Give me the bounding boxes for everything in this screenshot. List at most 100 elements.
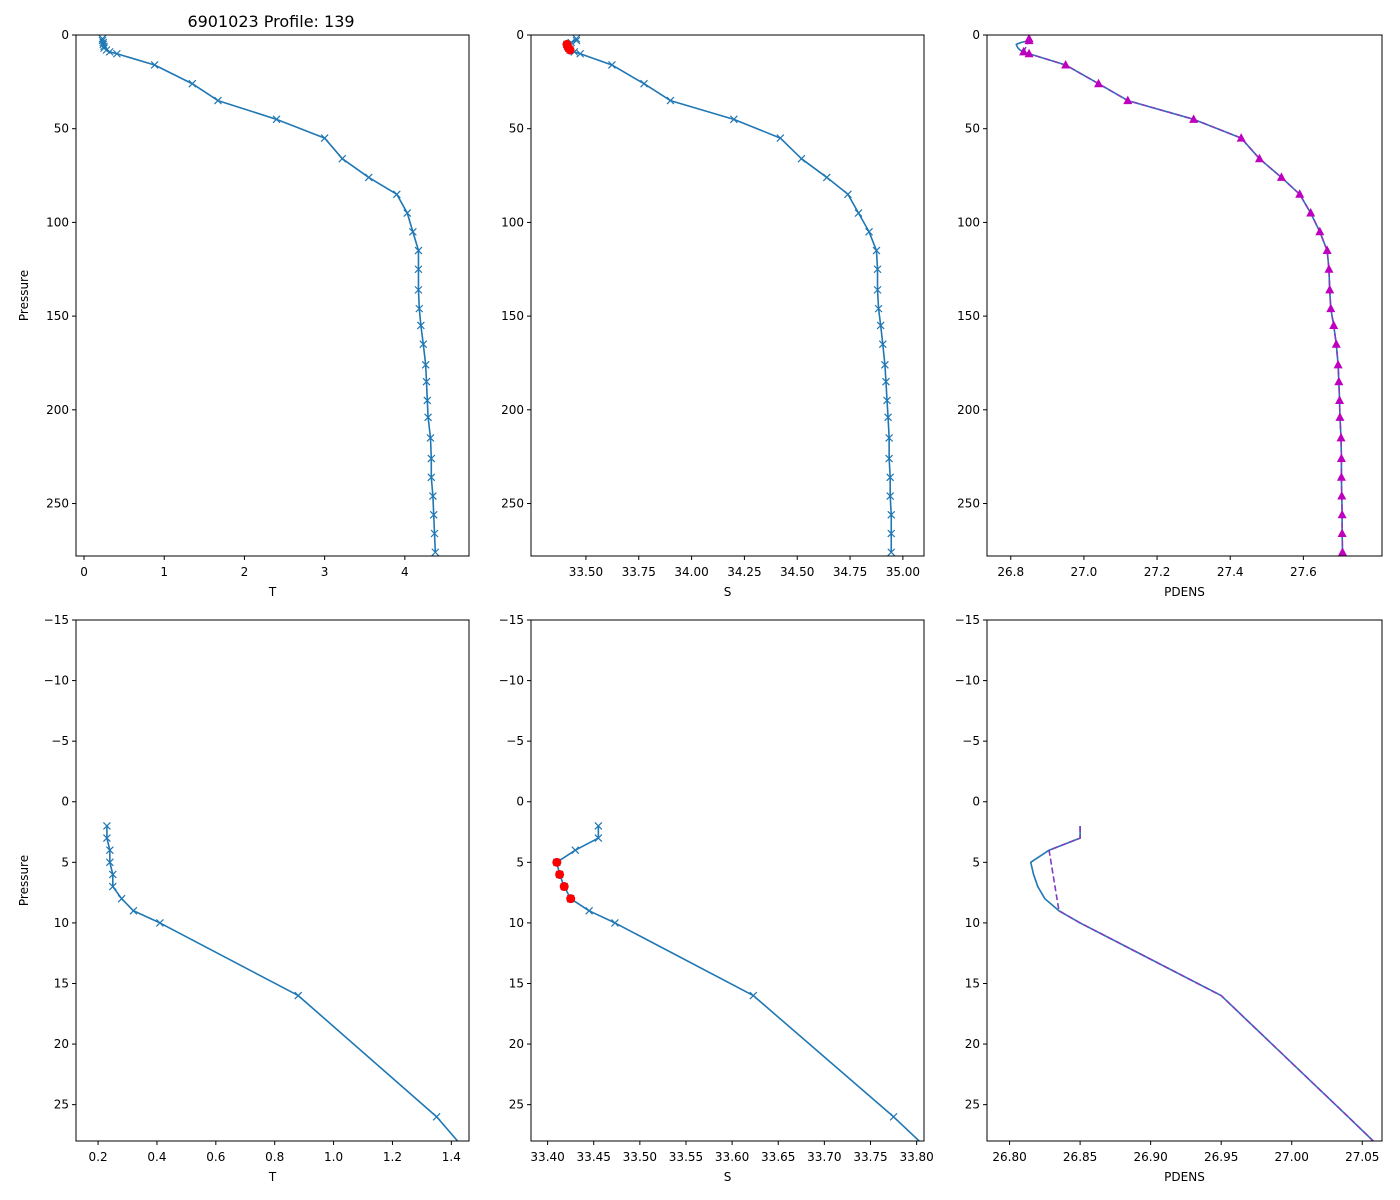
bottom-salinity-series-line [556,825,921,1141]
bottom-salinity-xtick-label: 33.60 [715,1150,749,1164]
top-density-triangle-point [1094,78,1104,88]
top-temperature-data-point [364,173,373,182]
top-density-triangle-point [1061,59,1071,69]
top-salinity-data-point [844,190,852,199]
top-salinity-data-point [887,548,896,556]
bottom-salinity-ytick-label: −15 [499,613,524,627]
top-temperature-data-point [419,340,428,349]
top-salinity-xtick-label: 33.75 [622,565,656,579]
top-density-triangle-point [1331,339,1341,348]
bottom-temperature-axes-frame [75,619,470,1142]
bottom-salinity-data-point [594,822,603,830]
top-salinity-data-point [887,510,896,519]
top-temperature-data-point [105,47,114,56]
top-density-triangle-point [1189,114,1199,123]
top-temperature-data-point [272,115,281,124]
top-temperature-data-point [338,154,347,163]
top-salinity-data-point [865,227,873,236]
top-salinity-series-line [566,38,893,553]
top-salinity-panel: 33.50 33.75 34.00 34.25 34.50 34.75 35.00 0 50 10… [501,28,925,599]
bottom-salinity-ytick-label: 20 [509,1037,524,1051]
top-salinity-data-point [572,36,581,45]
top-temperature-ytick-label: 0 [61,28,69,42]
bottom-salinity-flagged-point [559,882,569,892]
bottom-temperature-data-point [117,894,126,903]
top-density-ytick-label: 100 [957,215,980,229]
bottom-salinity-data-point [749,991,758,1000]
top-density-triangle-point [1236,133,1246,142]
top-temperature-xtick-label: 4 [401,565,409,579]
bottom-temperature-data-point [105,858,114,867]
top-density-triangle-point [1019,46,1029,56]
top-temperature-ytick-label: 200 [46,403,69,417]
figure-title: 6901023 Profile: 139 [187,12,354,31]
bottom-salinity-data-point [594,834,603,843]
top-temperature-data-point [429,510,438,519]
top-temperature-data-point [428,492,437,500]
bottom-temperature-ytick-label: 20 [54,1037,69,1051]
bottom-salinity-ytick-label: 10 [509,916,524,930]
top-density-triangle-point [1334,376,1344,386]
top-temperature-xtick-label: 3 [321,565,329,579]
top-density-triangle-point [1336,432,1346,442]
bottom-density-ytick-label: 10 [965,916,980,930]
bottom-temperature-xlabel: T [268,1170,277,1184]
bottom-salinity-xtick-label: 33.75 [853,1150,887,1164]
top-temperature-ylabel: Pressure [17,270,31,321]
top-salinity-xtick-label: 33.50 [569,565,603,579]
top-salinity-xlabel: S [724,585,732,599]
top-density-xtick-label: 27.2 [1144,565,1171,579]
bottom-temperature-ytick-label: 15 [54,976,69,990]
bottom-salinity-flagged-point [566,894,576,904]
top-temperature-xtick-label: 0 [80,565,88,579]
top-density-triangle-point [1024,48,1034,58]
bottom-density-axes-frame [986,619,1383,1142]
top-density-triangle-point [1337,528,1347,538]
top-density-panel: 26.8 27.0 27.2 27.4 27.6 0 50 100 150 200 250 PDENS [957,28,1383,599]
top-salinity-ytick-label: 0 [516,28,524,42]
bottom-salinity-data-point [585,906,594,915]
top-temperature-data-point [423,396,432,405]
bottom-temperature-data-point [102,822,111,830]
top-salinity-plot-area [562,35,896,556]
top-density-triangle-point [1335,395,1345,404]
top-temperature-data-point [150,61,159,69]
top-salinity-flagged-point [565,45,575,55]
top-density-triangle-point [1333,359,1343,369]
top-density-axes-frame [986,34,1383,557]
top-temperature-data-point [112,49,121,58]
top-temperature-data-point [421,360,430,369]
bottom-temperature-ytick-label: −10 [44,674,69,688]
bottom-salinity-data-point [889,1112,898,1121]
bottom-temperature-xtick-label: 0.8 [265,1150,284,1164]
top-temperature-data-point [214,96,222,105]
top-salinity-data-point [886,492,895,500]
top-temperature-data-point [427,454,436,463]
top-temperature-data-point [426,434,435,442]
top-density-triangle-point [1254,153,1264,163]
bottom-temperature-data-point [102,834,111,843]
top-salinity-data-point [883,396,891,405]
bottom-density-xtick-label: 26.85 [1063,1150,1097,1164]
top-temperature-xtick-label: 1 [160,565,168,579]
top-density-triangle-point [1295,189,1305,198]
top-salinity-data-point [729,115,738,124]
bottom-temperature-data-point [155,918,164,927]
bottom-temperature-ytick-label: 25 [54,1098,69,1112]
top-temperature-ytick-label: 150 [46,309,69,323]
top-temperature-xlabel: T [268,585,277,599]
top-density-triangle-point [1337,491,1347,500]
bottom-salinity-data-point [611,918,619,927]
bottom-density-xtick-label: 26.95 [1204,1150,1238,1164]
top-salinity-ytick-label: 250 [501,497,524,511]
bottom-salinity-xtick-label: 33.40 [530,1150,564,1164]
top-temperature-plot-area [98,35,440,556]
top-salinity-data-point [872,246,881,255]
top-density-triangle-point [1337,509,1347,519]
top-density-triangle-point [1329,320,1339,329]
top-temperature-data-point [431,548,440,556]
top-salinity-data-point [873,285,882,294]
top-density-ytick-label: 0 [972,28,980,42]
top-salinity-data-point [886,473,895,482]
